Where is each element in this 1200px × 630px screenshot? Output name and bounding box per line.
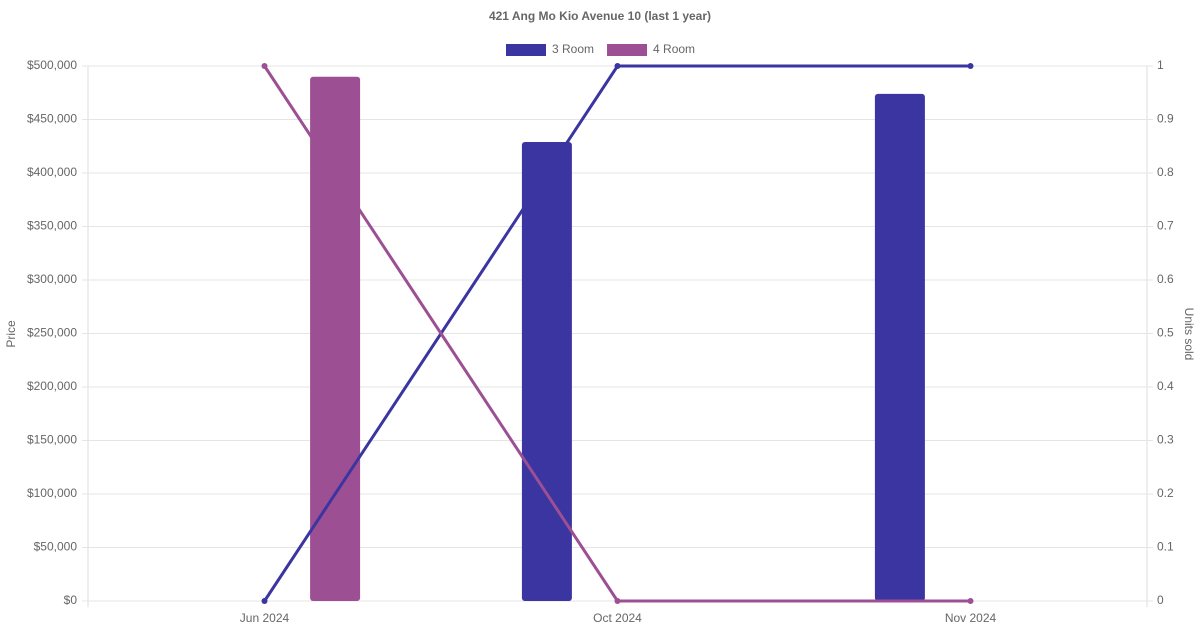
y2-tick-label: 0.6 (1157, 272, 1174, 286)
point (967, 598, 974, 604)
y-tick-label: $400,000 (27, 165, 77, 179)
y2-tick-label: 0.3 (1157, 433, 1174, 447)
y2-axis-title: Units sold (1182, 308, 1196, 361)
chart-title: 421 Ang Mo Kio Avenue 10 (last 1 year) (489, 9, 711, 23)
y2-tick-label: 1 (1157, 58, 1164, 72)
y-tick-label: $500,000 (27, 58, 77, 72)
bar (521, 141, 572, 601)
y2-tick-label: 0.2 (1157, 486, 1174, 500)
x-tick-label: Jun 2024 (240, 611, 290, 625)
y-tick-label: $150,000 (27, 433, 77, 447)
bar (874, 93, 925, 601)
y-tick-label: $350,000 (27, 219, 77, 233)
point (261, 598, 268, 604)
legend-swatch (607, 44, 648, 56)
legend-label: 4 Room (653, 42, 695, 56)
y-axis-title: Price (4, 320, 18, 348)
y2-tick-label: 0.1 (1157, 540, 1174, 554)
point (967, 63, 974, 69)
point (614, 598, 621, 604)
y-tick-label: $250,000 (27, 326, 77, 340)
y-tick-label: $450,000 (27, 112, 77, 126)
y-tick-label: $100,000 (27, 486, 77, 500)
y2-tick-label: 0.7 (1157, 219, 1174, 233)
bar (310, 76, 361, 601)
y2-tick-label: 0.4 (1157, 379, 1174, 393)
y-tick-label: $200,000 (27, 379, 77, 393)
legend-label: 3 Room (552, 42, 594, 56)
y2-tick-label: 0 (1157, 593, 1164, 607)
y2-tick-label: 0.5 (1157, 326, 1174, 340)
x-tick-label: Oct 2024 (593, 611, 642, 625)
y-tick-label: $50,000 (34, 540, 78, 554)
y2-tick-label: 0.8 (1157, 165, 1174, 179)
y-tick-label: $300,000 (27, 272, 77, 286)
y-tick-label: $0 (64, 593, 78, 607)
y2-tick-label: 0.9 (1157, 112, 1174, 126)
x-tick-label: Nov 2024 (945, 611, 997, 625)
point (614, 63, 621, 69)
legend-swatch (506, 44, 546, 56)
point (261, 63, 268, 69)
